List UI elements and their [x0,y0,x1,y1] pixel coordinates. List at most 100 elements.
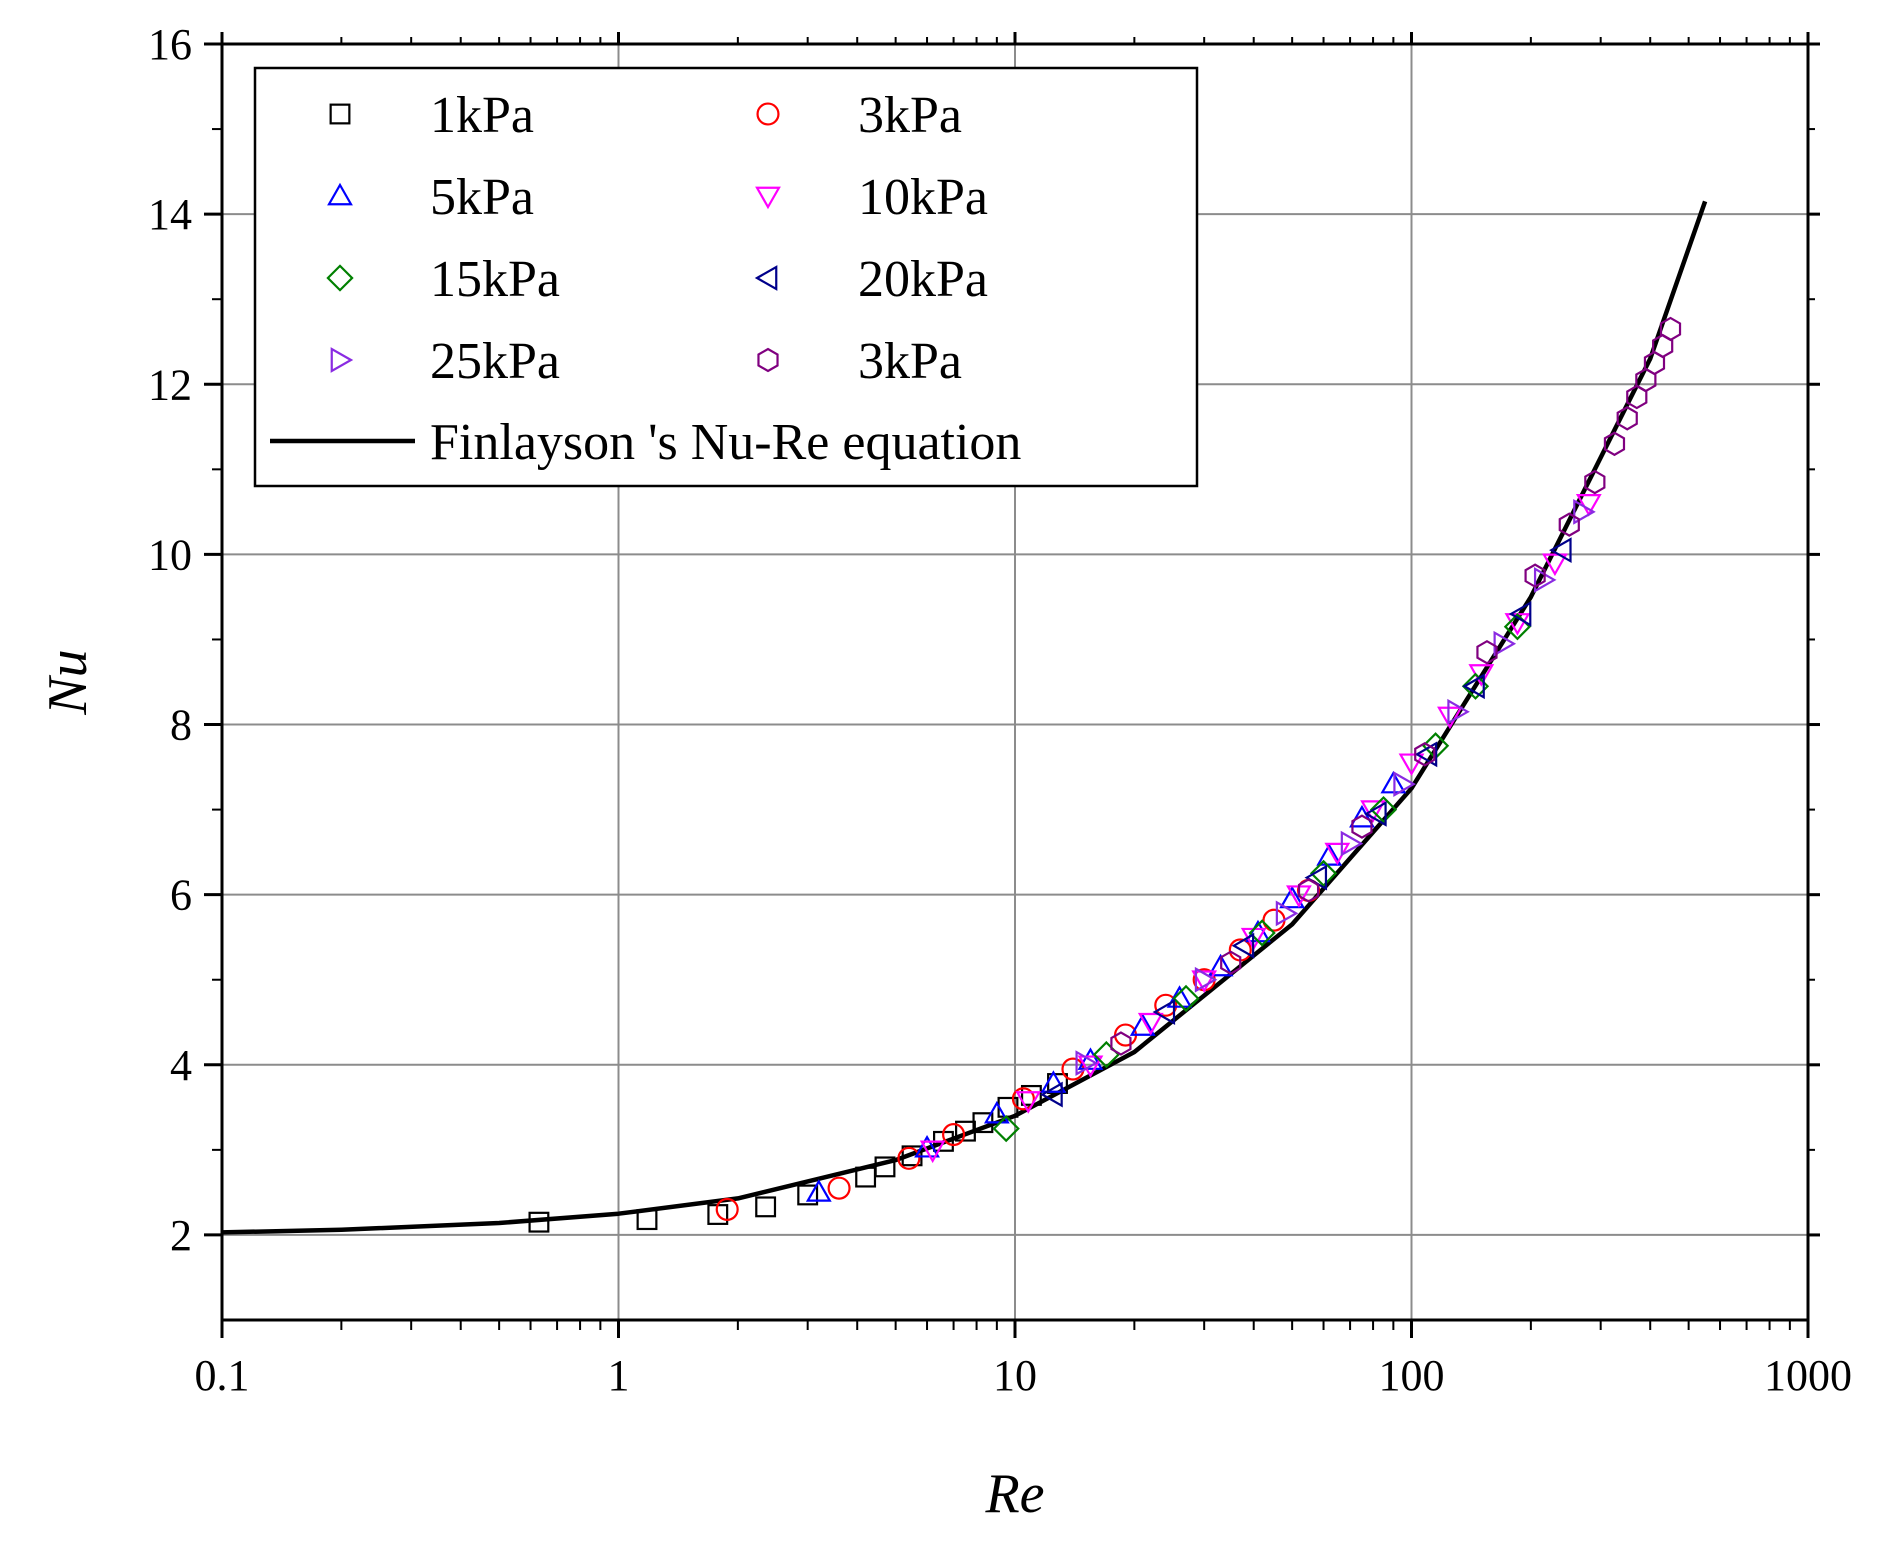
data-point [827,1176,851,1200]
data-point [1191,970,1218,993]
data-point [1309,859,1338,888]
data-point [1015,1091,1042,1114]
legend-label: 3kPa [858,87,962,144]
data-point [755,1196,777,1218]
data-points [528,316,1682,1233]
data-point [797,1184,819,1206]
data-point [1360,800,1386,823]
data-point [1549,537,1572,564]
y-tick-label: 10 [148,530,192,579]
y-tick-label: 16 [148,20,192,69]
legend-marker [756,102,780,126]
data-point [983,1100,1010,1124]
series-0 [528,1073,1068,1233]
data-point [528,1211,550,1233]
data-point [1077,1047,1104,1070]
data-point [1279,885,1306,909]
y-tick-label: 14 [148,190,192,239]
data-point [1172,984,1200,1013]
data-point [1575,494,1602,517]
legend-label: 1kPa [430,87,534,144]
data-point [1603,431,1626,457]
series-4 [992,613,1532,1143]
data-point [919,1140,946,1164]
legend-marker [754,265,778,291]
data-point [1207,953,1234,977]
series-5 [1040,537,1572,1108]
y-tick-label: 4 [170,1041,192,1090]
data-point [1508,601,1532,627]
data-point [914,1134,940,1158]
tick-labels: 0.1 1 10 100 1000 2 4 6 8 10 12 14 16 [148,20,1852,1400]
data-point [1275,900,1299,927]
legend-box [253,66,1199,488]
legend-label: 25kPa [430,333,560,390]
data-point [636,1209,658,1231]
data-point [1643,350,1666,376]
data-point [1248,919,1276,947]
data-point [1011,1087,1035,1111]
data-point [1351,814,1373,839]
data-point [1040,1081,1063,1108]
x-tick-label: 0.1 [195,1351,250,1400]
data-point [1558,512,1580,537]
data-point [1129,1013,1156,1036]
legend-marker [327,182,353,206]
legend-marker [755,186,781,210]
data-point [1194,966,1218,993]
data-point [1462,673,1485,700]
x-tick-label: 1 [608,1351,630,1400]
y-tick-label: 2 [170,1211,192,1260]
axis-ticks [204,32,1820,1338]
legend-marker [757,347,779,373]
data-point [1524,563,1546,588]
data-point [1393,771,1416,797]
x-tick-label: 10 [993,1351,1037,1400]
legend-label: 5kPa [430,169,534,226]
data-point [1414,741,1438,768]
y-axis-title: Nu [37,649,99,715]
legend-label: 3kPa [858,333,962,390]
data-point [1437,706,1463,730]
data-point [1584,469,1606,495]
data-point [1652,333,1674,359]
data-point [1110,1031,1132,1056]
data-point [1414,742,1436,767]
data-point [1476,639,1498,665]
data-point [1447,698,1470,725]
data-point [805,1179,832,1202]
series-6 [1075,498,1596,1076]
data-point [1398,753,1425,777]
data-point [1349,804,1375,828]
data-point [874,1156,896,1178]
data-point [1573,498,1596,525]
data-point [992,1114,1020,1143]
legend-label: 20kPa [858,251,988,308]
legend: 1kPa 3kPa 5kPa 10kPa 15kPa 20kPa 25kPa 3kPa Finl… [253,66,1199,488]
data-point [1075,1050,1099,1076]
data-point [1369,795,1398,824]
data-point [1493,630,1517,657]
data-point [1542,553,1568,577]
data-point [1616,406,1638,431]
data-point [942,1123,966,1147]
data-point [1152,999,1176,1025]
legend-marker [329,103,351,125]
y-tick-label: 8 [170,701,192,750]
data-point [1220,950,1242,975]
data-point [897,1146,921,1170]
data-point [1340,830,1364,857]
data-point [1137,1012,1164,1036]
data-point [1297,878,1320,903]
legend-marker [330,347,354,373]
legend-marker [326,264,354,292]
y-tick-label: 6 [170,871,192,920]
data-point [1040,1070,1067,1093]
legend-label: Finlayson 's Nu-Re equation [430,414,1021,471]
x-axis-title: Re [984,1463,1044,1525]
data-point [1077,1055,1104,1079]
x-tick-label: 100 [1379,1351,1445,1400]
data-point [1659,316,1682,342]
x-tick-label: 1000 [1764,1351,1852,1400]
